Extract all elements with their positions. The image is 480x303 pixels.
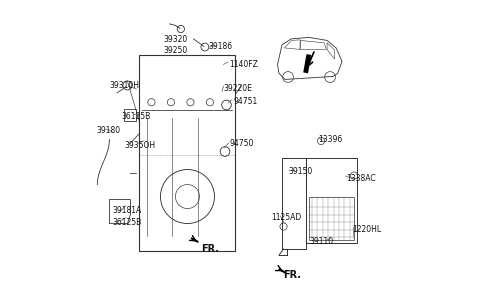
Text: 94751: 94751 [234, 98, 258, 106]
Text: 39186: 39186 [208, 42, 233, 51]
Text: 94750: 94750 [229, 139, 254, 148]
Text: 39181A: 39181A [112, 205, 142, 215]
Text: 36125B: 36125B [121, 112, 151, 122]
Text: 1220HL: 1220HL [353, 225, 382, 234]
Text: 39310H: 39310H [109, 81, 139, 90]
Text: 36125B: 36125B [112, 218, 142, 227]
Text: 39150: 39150 [288, 167, 312, 175]
Text: 39110: 39110 [309, 237, 333, 246]
Text: 1125AD: 1125AD [272, 213, 302, 222]
Text: 39220E: 39220E [224, 84, 252, 93]
Text: 13396: 13396 [318, 135, 342, 144]
Text: 3935OH: 3935OH [124, 141, 156, 150]
Text: 1338AC: 1338AC [347, 174, 376, 183]
Text: FR.: FR. [284, 270, 301, 280]
Text: 39320
39250: 39320 39250 [163, 35, 188, 55]
Text: 39180: 39180 [96, 126, 120, 135]
Text: FR.: FR. [201, 244, 219, 254]
Text: 1140FZ: 1140FZ [229, 60, 258, 69]
